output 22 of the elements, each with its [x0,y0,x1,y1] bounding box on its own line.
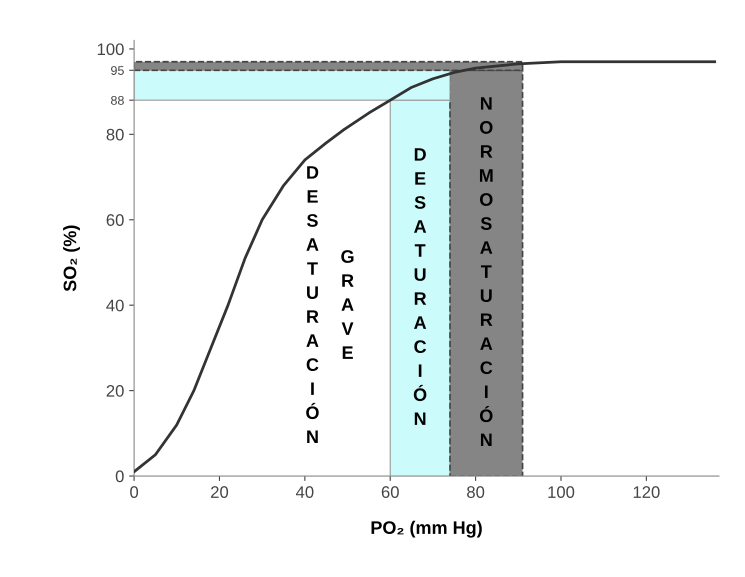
text: NORMOSATURACIÓN [480,97,493,446]
x-tick-label: 20 [211,486,228,498]
x-tick-label: 100 [548,486,574,498]
y-tick-label: 60 [106,214,124,226]
text: DESATURACIÓN [306,166,319,443]
text: DESATURACIÓN [414,148,426,425]
line-series [134,60,716,474]
x-tick-label: 80 [467,486,484,498]
y-tick-label: 95 [111,66,124,75]
y-tick-label: 100 [98,43,124,56]
x-tick-label: 40 [296,486,314,498]
x-tick-label: 120 [634,486,660,498]
y-tick-label: 88 [111,96,124,105]
y-axis-title: SO₂ (%) [63,226,80,292]
annotation: GRAVE [341,250,354,359]
y-tick-label: 40 [106,300,124,312]
y-tick-label: 80 [106,128,124,141]
x-tick-label: 60 [382,486,399,498]
x-axis-title: PO₂ (mm Hg) [372,520,482,538]
y-tick-label: 20 [106,385,124,397]
y-tick-label: 0 [116,470,124,482]
x-tick-label: 0 [130,486,138,498]
